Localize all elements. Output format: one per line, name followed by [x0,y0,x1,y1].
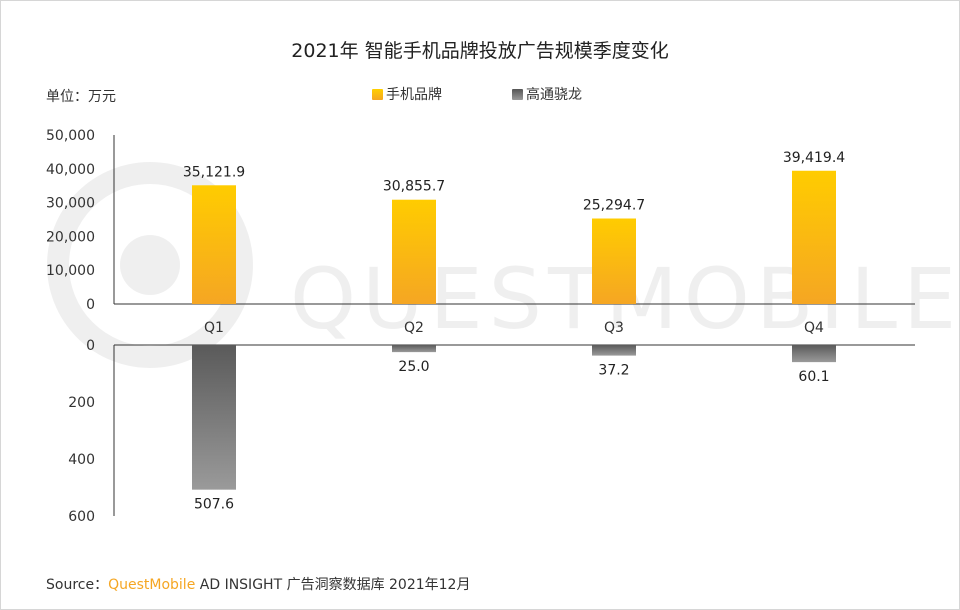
upper-y-tick-label: 0 [86,297,95,313]
lower-y-tick-label: 0 [86,338,95,354]
data-label-phone-brand-q1: 35,121.9 [183,164,245,180]
source-note: Source：QuestMobile AD INSIGHT 广告洞察数据库 20… [46,574,470,594]
legend-item-phone-brand: 手机品牌 [372,84,442,104]
x-tick-label-q3: Q3 [604,320,624,336]
upper-y-tick-label: 40,000 [46,162,95,178]
data-label-phone-brand-q2: 30,855.7 [383,179,445,195]
lower-y-tick-label: 400 [68,452,95,468]
lower-y-tick-label: 200 [68,395,95,411]
x-tick-label-q1: Q1 [204,320,224,336]
legend-label-phone-brand: 手机品牌 [386,87,442,103]
bar-phone-brand-q3 [592,218,636,304]
data-label-phone-brand-q3: 25,294.7 [583,198,645,214]
upper-y-tick-label: 20,000 [46,229,95,245]
data-label-qualcomm-q3: 37.2 [598,363,629,379]
bar-qualcomm-q4 [792,345,836,363]
chart-title: 2021年 智能手机品牌投放广告规模季度变化 [291,40,669,62]
bar-qualcomm-q3 [592,345,636,356]
x-tick-label-q4: Q4 [804,320,824,336]
bar-qualcomm-q1 [192,345,236,490]
x-tick-label-q2: Q2 [404,320,424,336]
data-label-qualcomm-q1: 507.6 [194,497,234,513]
legend-swatch-qualcomm [512,89,523,100]
source-suffix: AD INSIGHT 广告洞察数据库 2021年12月 [195,577,471,593]
bar-phone-brand-q2 [392,199,436,304]
watermark-logo-dot [120,235,180,295]
bar-phone-brand-q1 [192,185,236,304]
source-prefix: Source： [46,577,109,593]
bar-qualcomm-q2 [392,345,436,353]
legend-swatch-phone-brand [372,89,383,100]
lower-y-tick-label: 600 [68,509,95,525]
upper-y-tick-label: 30,000 [46,196,95,212]
lower-chart: 0 200 400 600 507.6 25.0 37.2 60.1 [68,338,915,525]
upper-chart: 0 10,000 20,000 30,000 40,000 50,000 35,121.9 Q… [46,128,915,336]
data-label-qualcomm-q4: 60.1 [798,369,829,385]
legend-item-qualcomm: 高通骁龙 [512,84,582,104]
data-label-phone-brand-q4: 39,419.4 [783,150,845,166]
upper-y-tick-label: 10,000 [46,263,95,279]
legend-label-qualcomm: 高通骁龙 [526,87,582,103]
source-brand: QuestMobile [108,577,196,593]
upper-y-tick-label: 50,000 [46,128,95,144]
bar-phone-brand-q4 [792,170,836,304]
unit-label: 单位：万元 [46,89,116,105]
data-label-qualcomm-q2: 25.0 [398,359,429,375]
watermark-logo-icon [47,162,253,368]
